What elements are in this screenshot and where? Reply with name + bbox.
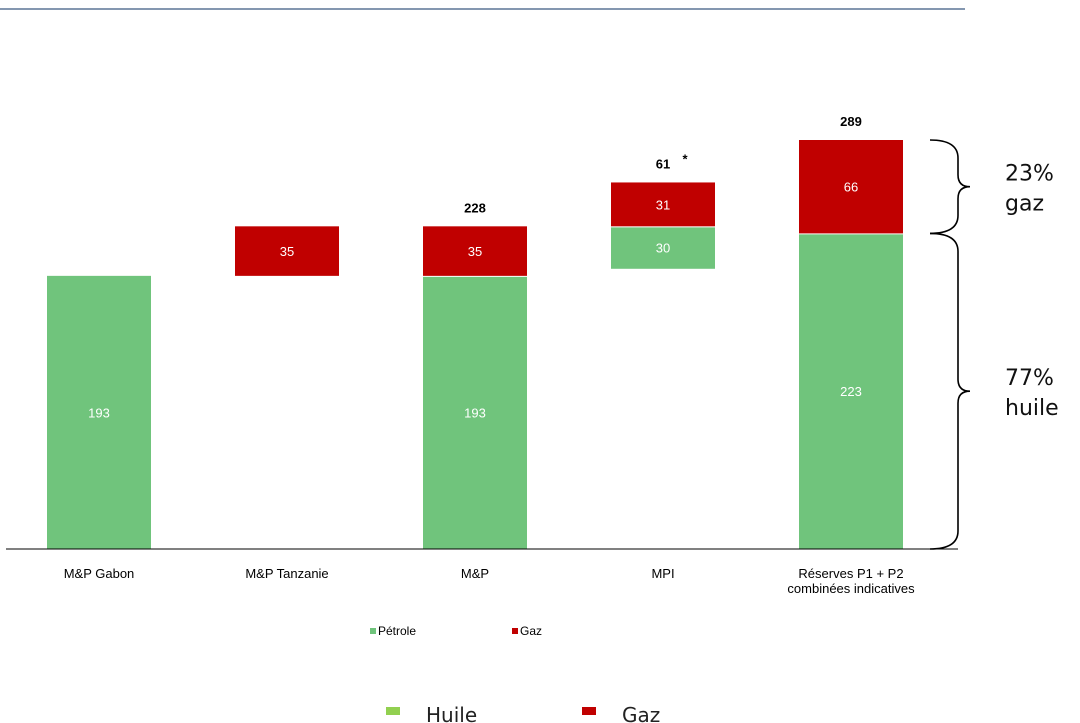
data-label-oil-0: 193: [88, 405, 110, 420]
data-label-oil-3: 30: [656, 241, 670, 256]
category-label-3: MPI: [651, 566, 674, 581]
asterisk-footnote-mark: *: [682, 151, 688, 166]
data-label-gas-1: 35: [280, 244, 294, 259]
bottom-legend-swatch-0: [386, 707, 400, 715]
data-label-oil-4: 223: [840, 384, 862, 399]
category-label-4: combinées indicatives: [787, 581, 915, 596]
category-labels: M&P Gabon M&P Tanzanie M&P MPI Réserves P1 +…: [64, 566, 915, 596]
share-percent-1: 77%: [1005, 366, 1054, 391]
bar-oil-0: [47, 275, 151, 549]
data-label-gas-4: 66: [844, 180, 858, 195]
bottom-legend-label-0: Huile: [426, 703, 477, 723]
share-type-0: gaz: [1005, 192, 1044, 217]
total-label-2: 228: [464, 200, 486, 215]
share-brackets: 23% gaz 77% huile: [929, 139, 1059, 550]
bar-oil-3: [611, 226, 715, 269]
brace-bracket-0: [929, 139, 971, 235]
bar-gas-3: [611, 182, 715, 227]
bar-oil-4: [799, 233, 903, 549]
data-label-gas-2: 35: [468, 244, 482, 259]
bar-gas-4: [799, 140, 903, 234]
total-label-4: 289: [840, 114, 862, 129]
totals-layer: 228 61 * 289: [464, 114, 862, 215]
legend-label-0: Pétrole: [378, 624, 416, 638]
category-label-4: Réserves P1 + P2: [798, 566, 903, 581]
bottom-legend: Huile Gaz: [386, 703, 660, 723]
brace-bracket-1: [929, 232, 971, 550]
data-label-gas-3: 31: [656, 197, 670, 212]
chart-legend: Pétrole Gaz: [370, 624, 542, 638]
legend-swatch-1: [512, 628, 518, 634]
legend-label-1: Gaz: [520, 624, 542, 638]
total-label-3: 61: [656, 156, 670, 171]
category-label-0: M&P Gabon: [64, 566, 135, 581]
share-type-1: huile: [1005, 396, 1059, 421]
bar-gas-2: [423, 226, 527, 276]
bottom-legend-label-1: Gaz: [622, 703, 660, 723]
share-percent-0: 23%: [1005, 162, 1054, 187]
bar-oil-2: [423, 275, 527, 549]
category-label-1: M&P Tanzanie: [245, 566, 328, 581]
bottom-legend-swatch-1: [582, 707, 596, 715]
bars-layer: 193 35 193 35 30 31 223 66: [47, 140, 903, 549]
bar-gas-1: [235, 226, 339, 276]
category-label-2: M&P: [461, 566, 489, 581]
data-label-oil-2: 193: [464, 405, 486, 420]
legend-swatch-0: [370, 628, 376, 634]
